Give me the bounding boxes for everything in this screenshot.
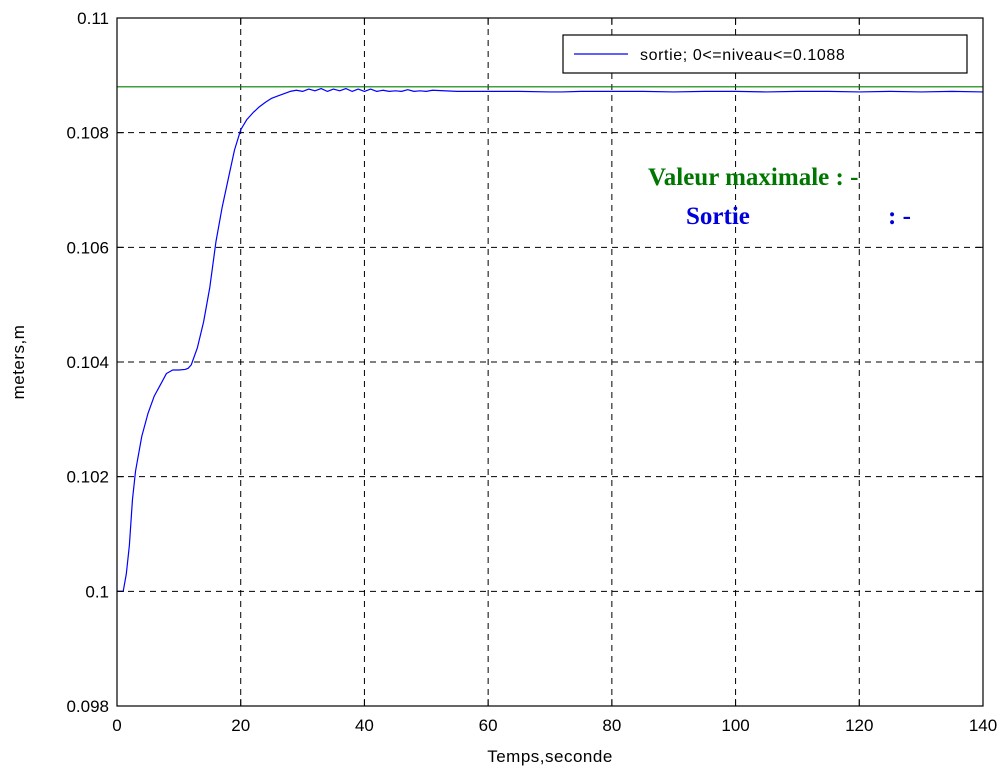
annotation-sortie: Sortie — [686, 203, 750, 230]
grid — [117, 18, 983, 706]
x-tick-label: 60 — [479, 716, 498, 735]
x-tick-label: 0 — [112, 716, 121, 735]
legend-box — [562, 34, 968, 74]
legend: sortie; 0<=niveau<=0.1088 — [562, 34, 968, 74]
series-line-sortie — [117, 87, 984, 592]
x-tick-label: 20 — [231, 716, 250, 735]
y-tick-label: 0.104 — [66, 353, 109, 372]
x-tick-label: 120 — [845, 716, 873, 735]
y-tick-label: 0.102 — [66, 468, 109, 487]
y-axis-label: meters,m — [9, 325, 28, 400]
x-tick-label: 140 — [969, 716, 997, 735]
y-tick-label: 0.1 — [85, 582, 109, 601]
ticks: 0 20 40 60 80 100 120 140 0.098 0.1 0.102 0.104 0.10… — [66, 9, 997, 735]
series-layer — [117, 86, 984, 592]
y-tick-label: 0.098 — [66, 697, 109, 716]
y-tick-label: 0.11 — [77, 9, 109, 28]
y-tick-label: 0.106 — [66, 238, 109, 257]
x-axis-label: Temps,seconde — [487, 747, 613, 766]
y-tick-label: 0.108 — [66, 124, 109, 143]
legend-label-sortie: sortie; 0<=niveau<=0.1088 — [640, 47, 845, 64]
annotation-group: Valeur maximale : - Sortie : - — [648, 164, 911, 230]
x-tick-label: 100 — [721, 716, 749, 735]
x-tick-label: 40 — [355, 716, 374, 735]
x-tick-label: 80 — [602, 716, 621, 735]
annotation-valeur-maximale: Valeur maximale : - — [648, 164, 858, 191]
annotation-sortie-value: : - — [888, 203, 911, 230]
